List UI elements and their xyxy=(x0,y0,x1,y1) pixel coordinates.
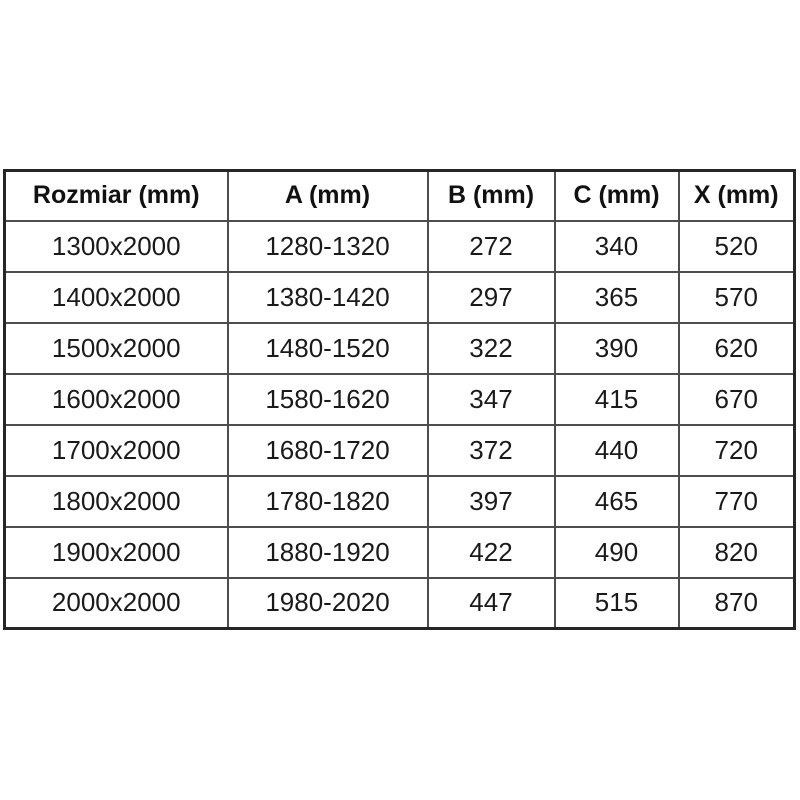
table-cell: 372 xyxy=(426,423,556,477)
table-cell: 322 xyxy=(426,321,556,375)
table-row: 1400x2000 1380-1420 297 365 570 xyxy=(3,270,796,324)
table-cell: 515 xyxy=(553,576,680,630)
table-cell: 520 xyxy=(677,219,796,273)
table-cell: 1880-1920 xyxy=(226,525,429,579)
table-cell: 1700x2000 xyxy=(3,423,229,477)
table-cell: 1580-1620 xyxy=(226,372,429,426)
column-header: X (mm) xyxy=(677,169,796,222)
table-cell: 870 xyxy=(677,576,796,630)
table-row: 1700x2000 1680-1720 372 440 720 xyxy=(3,423,796,477)
table-cell: 670 xyxy=(677,372,796,426)
table-cell: 1380-1420 xyxy=(226,270,429,324)
table-cell: 297 xyxy=(426,270,556,324)
table-cell: 1980-2020 xyxy=(226,576,429,630)
table-cell: 1300x2000 xyxy=(3,219,229,273)
table-cell: 1780-1820 xyxy=(226,474,429,528)
table-cell: 2000x2000 xyxy=(3,576,229,630)
table-cell: 1600x2000 xyxy=(3,372,229,426)
table-cell: 770 xyxy=(677,474,796,528)
table-cell: 1900x2000 xyxy=(3,525,229,579)
table-cell: 415 xyxy=(553,372,680,426)
table-cell: 820 xyxy=(677,525,796,579)
table-cell: 1680-1720 xyxy=(226,423,429,477)
table-cell: 272 xyxy=(426,219,556,273)
table-row: 1500x2000 1480-1520 322 390 620 xyxy=(3,321,796,375)
table-cell: 397 xyxy=(426,474,556,528)
table-cell: 422 xyxy=(426,525,556,579)
table-cell: 365 xyxy=(553,270,680,324)
table-cell: 1480-1520 xyxy=(226,321,429,375)
table-cell: 440 xyxy=(553,423,680,477)
table-body: 1300x2000 1280-1320 272 340 520 1400x2000 1380… xyxy=(3,219,796,630)
column-header: Rozmiar (mm) xyxy=(3,169,229,222)
column-header: A (mm) xyxy=(226,169,429,222)
table-cell: 347 xyxy=(426,372,556,426)
table-cell: 1400x2000 xyxy=(3,270,229,324)
table-row: 1600x2000 1580-1620 347 415 670 xyxy=(3,372,796,426)
table-header: Rozmiar (mm) A (mm) B (mm) C (mm) X (mm) xyxy=(3,169,796,222)
table-cell: 570 xyxy=(677,270,796,324)
header-row: Rozmiar (mm) A (mm) B (mm) C (mm) X (mm) xyxy=(3,169,796,222)
table-cell: 720 xyxy=(677,423,796,477)
column-header: C (mm) xyxy=(553,169,680,222)
table-row: 1900x2000 1880-1920 422 490 820 xyxy=(3,525,796,579)
table-cell: 490 xyxy=(553,525,680,579)
table-cell: 390 xyxy=(553,321,680,375)
table-cell: 447 xyxy=(426,576,556,630)
table-cell: 620 xyxy=(677,321,796,375)
table-cell: 465 xyxy=(553,474,680,528)
dimension-spec-table: Rozmiar (mm) A (mm) B (mm) C (mm) X (mm) 130… xyxy=(3,169,796,630)
table-row: 1800x2000 1780-1820 397 465 770 xyxy=(3,474,796,528)
table-cell: 1500x2000 xyxy=(3,321,229,375)
column-header: B (mm) xyxy=(426,169,556,222)
table-cell: 340 xyxy=(553,219,680,273)
table-cell: 1280-1320 xyxy=(226,219,429,273)
table-row: 1300x2000 1280-1320 272 340 520 xyxy=(3,219,796,273)
table-row: 2000x2000 1980-2020 447 515 870 xyxy=(3,576,796,630)
table-cell: 1800x2000 xyxy=(3,474,229,528)
